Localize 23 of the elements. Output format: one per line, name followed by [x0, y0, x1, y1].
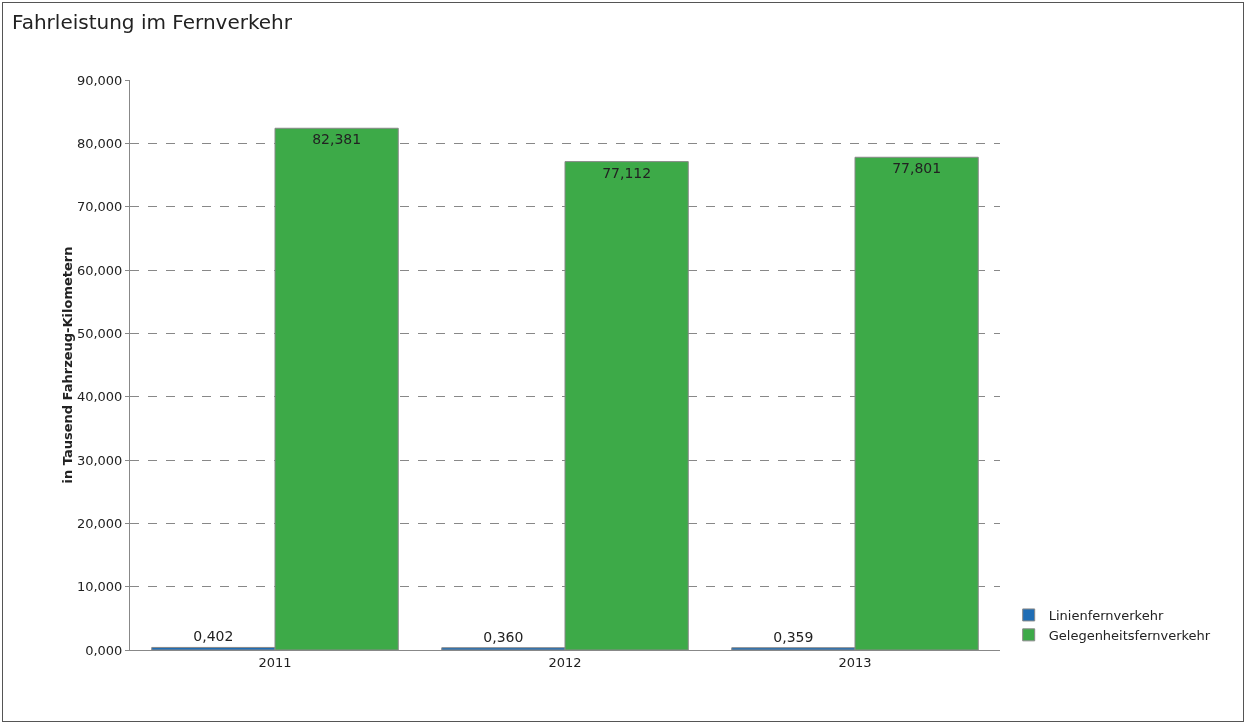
y-tick-label: 0,000	[85, 642, 123, 658]
legend-label: Linienfernverkehr	[1048, 608, 1164, 624]
data-label: 0,359	[773, 628, 814, 645]
y-tick-label: 60,000	[76, 262, 123, 278]
y-tick-label: 80,000	[76, 135, 123, 151]
data-label: 77,801	[892, 160, 942, 177]
y-tick-label: 90,000	[76, 72, 123, 88]
x-tick-label: 2013	[838, 654, 872, 670]
y-tick-label: 30,000	[76, 452, 123, 468]
data-label: 82,381	[312, 131, 362, 148]
chart-title: Fahrleistung im Fernverkehr	[12, 10, 292, 34]
x-tick-label: 2011	[258, 654, 292, 670]
y-tick-label: 10,000	[76, 579, 123, 595]
y-tick-label: 70,000	[76, 199, 123, 215]
y-axis-title: in Tausend Fahrzeug-Kilometern	[59, 246, 75, 484]
data-label: 0,360	[483, 628, 524, 645]
y-tick-label: 20,000	[76, 515, 123, 531]
legend-label: Gelegenheitsfernverkehr	[1048, 627, 1211, 643]
x-tick-label: 2012	[548, 654, 582, 670]
data-label: 0,402	[193, 628, 234, 645]
y-tick-label: 50,000	[76, 325, 123, 341]
y-tick-label: 40,000	[76, 389, 123, 405]
data-label: 77,112	[602, 164, 652, 181]
